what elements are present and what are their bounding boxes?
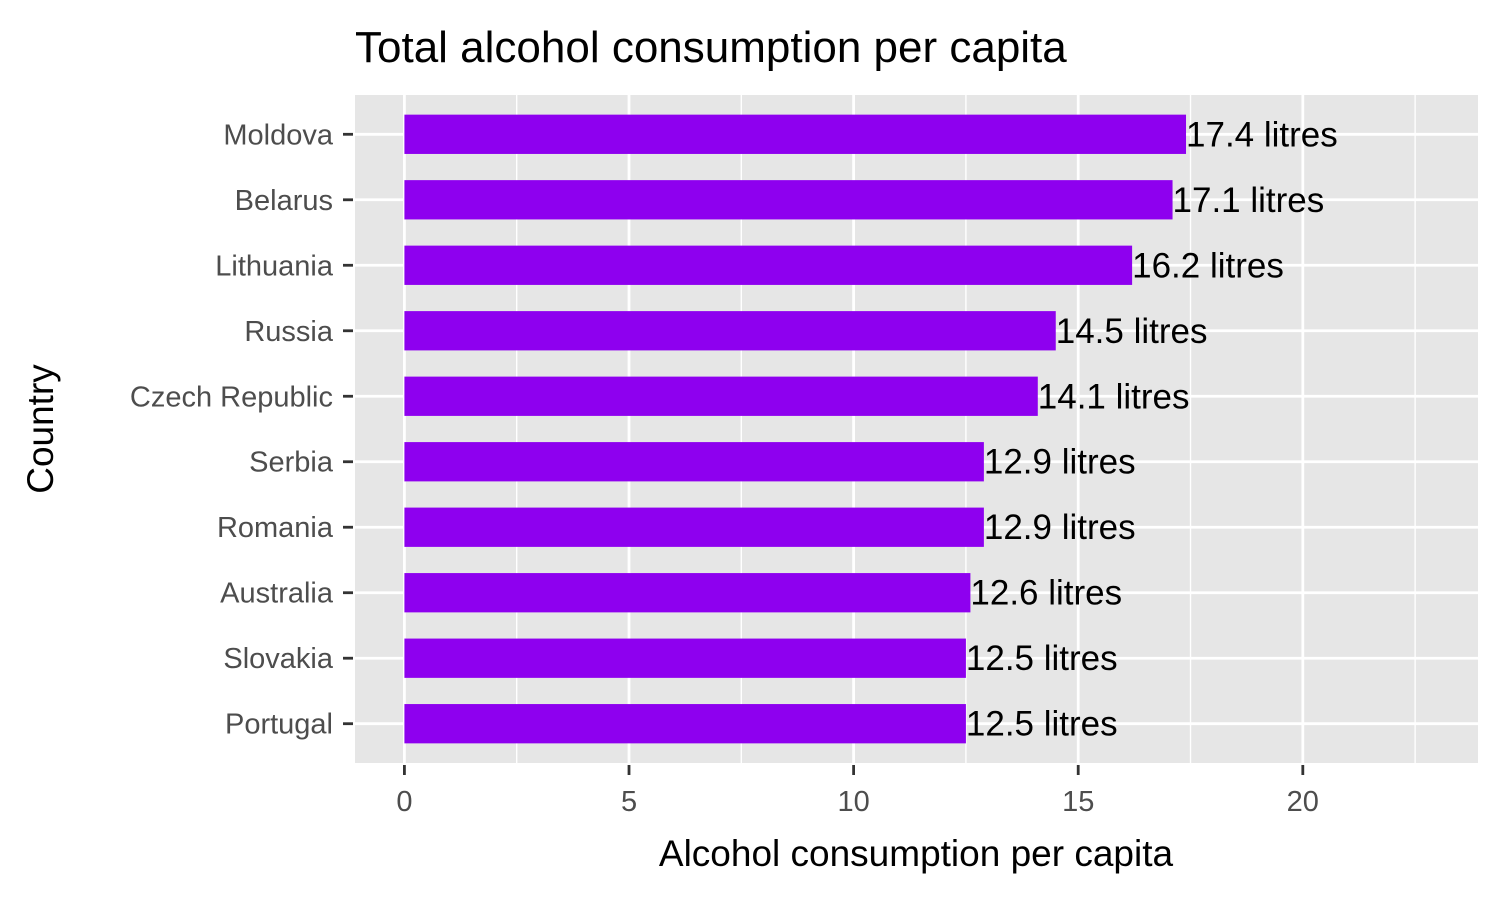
bars (404, 114, 1187, 744)
bar-value-label: 12.5 litres (966, 639, 1118, 678)
y-tick-label: Romania (217, 512, 334, 544)
x-tick-label: 20 (1287, 786, 1319, 818)
data-labels: 17.4 litres 17.1 litres 16.2 litres 14.5 li… (966, 115, 1338, 743)
bar-value-label: 12.9 litres (984, 443, 1136, 482)
bar (404, 376, 1038, 416)
bar-value-label: 17.1 litres (1173, 181, 1325, 220)
bar (404, 573, 971, 613)
bar-value-label: 14.1 litres (1038, 377, 1190, 416)
bar-value-label: 12.6 litres (970, 574, 1122, 613)
y-tick-label: Czech Republic (130, 381, 333, 413)
bar (404, 180, 1173, 220)
y-tick-label: Russia (244, 316, 334, 348)
x-tick-label: 5 (621, 786, 637, 818)
x-axis: 0 5 10 15 20 (396, 765, 1319, 818)
y-tick-label: Portugal (225, 709, 333, 741)
x-axis-title: Alcohol consumption per capita (659, 833, 1174, 874)
chart-title: Total alcohol consumption per capita (355, 23, 1067, 72)
y-axis: Moldova Belarus Lithuania Russia Czech Repub… (130, 119, 353, 741)
bar-value-label: 12.5 litres (966, 705, 1118, 744)
bar (404, 114, 1187, 154)
y-tick-label: Slovakia (223, 643, 333, 675)
x-tick-label: 15 (1062, 786, 1094, 818)
y-axis-title: Country (20, 364, 61, 494)
x-tick-label: 10 (837, 786, 869, 818)
bar (404, 442, 984, 482)
bar-value-label: 12.9 litres (984, 508, 1136, 547)
bar (404, 311, 1056, 351)
bar-value-label: 16.2 litres (1132, 246, 1284, 285)
bar (404, 507, 984, 547)
y-tick-label: Lithuania (215, 250, 334, 282)
bar (404, 245, 1133, 285)
y-tick-label: Australia (220, 578, 334, 610)
bar-value-label: 14.5 litres (1056, 312, 1208, 351)
y-tick-label: Belarus (235, 185, 333, 217)
bar (404, 638, 966, 678)
x-tick-label: 0 (396, 786, 412, 818)
bar (404, 704, 966, 744)
y-tick-label: Serbia (249, 447, 334, 479)
bar-value-label: 17.4 litres (1186, 115, 1338, 154)
y-tick-label: Moldova (223, 119, 333, 151)
